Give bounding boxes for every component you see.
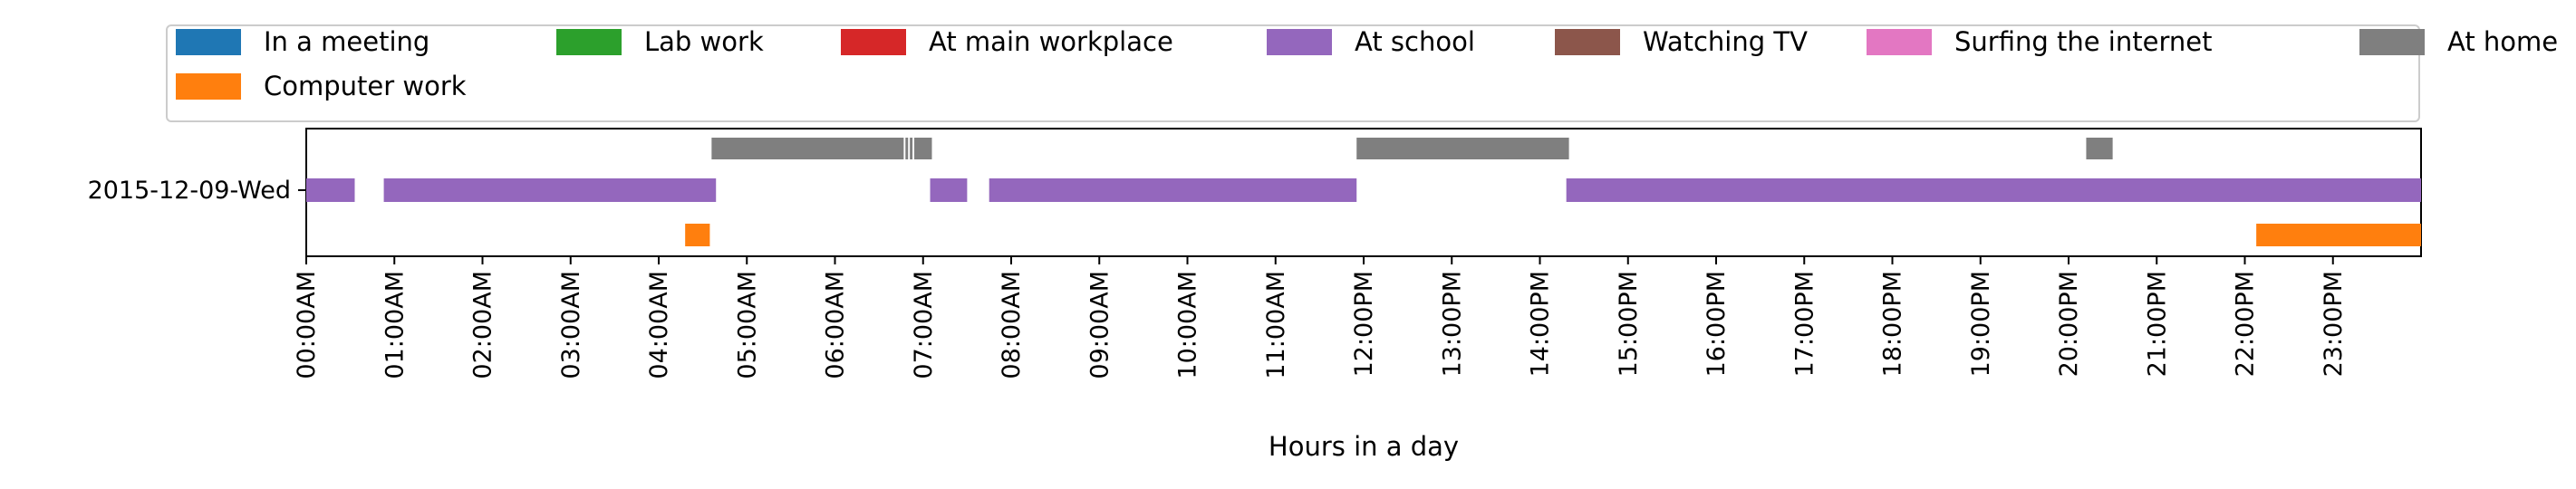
- y-tick-label: 2015-12-09-Wed: [88, 177, 291, 205]
- x-axis-ticks: 00:00AM 01:00AM 02:00AM 03:00AM 04:00AM 05:00…: [293, 256, 2348, 379]
- bar-at-school-0: [306, 178, 355, 202]
- legend-swatch-at-main-workplace: [841, 29, 906, 55]
- x-tick-label: 23:00PM: [2320, 271, 2348, 377]
- x-tick-label: 21:00PM: [2143, 271, 2171, 377]
- bar-at-home-3: [914, 138, 932, 159]
- activity-bars: [306, 138, 2421, 246]
- bar-computer-work-1: [2256, 224, 2421, 246]
- x-tick-label: 08:00AM: [998, 271, 1026, 379]
- legend-swatch-watching-tv: [1555, 29, 1620, 55]
- x-tick-label: 13:00PM: [1438, 271, 1466, 377]
- legend-label-computer-work: Computer work: [264, 71, 467, 101]
- legend-swatch-surfing-the-internet: [1867, 29, 1932, 55]
- x-tick-label: 16:00PM: [1703, 271, 1731, 377]
- legend-label-in-a-meeting: In a meeting: [264, 26, 429, 57]
- x-tick-label: 02:00AM: [469, 271, 497, 379]
- legend-label-surfing-the-internet: Surfing the internet: [1954, 26, 2212, 57]
- x-tick-label: 01:00AM: [381, 271, 409, 379]
- legend-label-at-home: At home: [2447, 26, 2558, 57]
- bar-at-home-4: [1356, 138, 1569, 159]
- y-axis-ticks: 2015-12-09-Wed: [88, 177, 306, 205]
- x-tick-label: 14:00PM: [1527, 271, 1555, 377]
- x-tick-label: 12:00PM: [1350, 271, 1378, 377]
- x-tick-label: 22:00PM: [2232, 271, 2260, 377]
- x-tick-label: 17:00PM: [1790, 271, 1819, 377]
- x-tick-label: 00:00AM: [293, 271, 321, 379]
- legend-swatch-in-a-meeting: [176, 29, 241, 55]
- legend-label-watching-tv: Watching TV: [1643, 26, 1808, 57]
- bar-at-home-2: [910, 138, 913, 159]
- legend: In a meeting Computer work Lab work At main…: [166, 24, 2558, 122]
- bar-at-home-5: [2086, 138, 2113, 159]
- x-tick-label: 10:00AM: [1174, 271, 1202, 379]
- legend-swatch-at-home: [2359, 29, 2425, 55]
- bar-computer-work-0: [685, 224, 710, 246]
- legend-label-at-main-workplace: At main workplace: [929, 26, 1173, 57]
- legend-label-lab-work: Lab work: [644, 26, 764, 57]
- x-tick-label: 19:00PM: [1967, 271, 1995, 377]
- legend-swatch-lab-work: [556, 29, 622, 55]
- x-axis-label: Hours in a day: [1269, 431, 1459, 462]
- x-tick-label: 04:00AM: [645, 271, 673, 379]
- x-tick-label: 09:00AM: [1085, 271, 1114, 379]
- legend-swatch-computer-work: [176, 73, 241, 100]
- x-tick-label: 18:00PM: [1879, 271, 1907, 377]
- bar-at-school-1: [383, 178, 717, 202]
- x-tick-label: 11:00AM: [1262, 271, 1290, 379]
- x-tick-label: 15:00PM: [1615, 271, 1643, 377]
- x-tick-label: 05:00AM: [733, 271, 761, 379]
- legend-swatch-at-school: [1267, 29, 1332, 55]
- x-tick-label: 06:00AM: [822, 271, 850, 379]
- legend-box: [166, 24, 2420, 122]
- bar-at-home-1: [905, 138, 909, 159]
- bar-at-school-3: [989, 178, 1357, 202]
- bar-at-school-4: [1566, 178, 2421, 202]
- x-tick-label: 03:00AM: [557, 271, 585, 379]
- bar-at-home-0: [711, 138, 904, 159]
- bar-at-school-2: [930, 178, 968, 202]
- x-tick-label: 20:00PM: [2055, 271, 2083, 377]
- x-tick-label: 07:00AM: [910, 271, 938, 379]
- legend-label-at-school: At school: [1355, 26, 1475, 57]
